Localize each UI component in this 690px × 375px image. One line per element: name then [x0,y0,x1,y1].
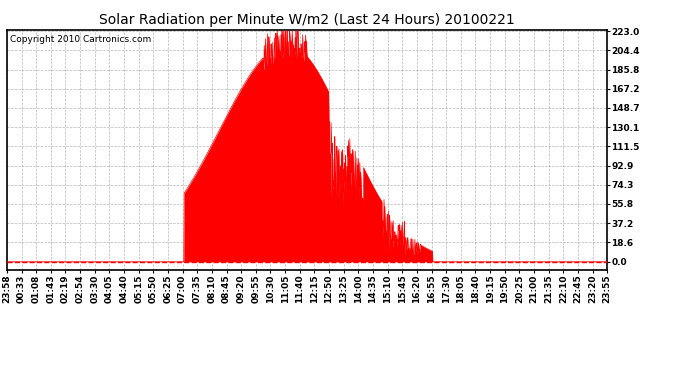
Title: Solar Radiation per Minute W/m2 (Last 24 Hours) 20100221: Solar Radiation per Minute W/m2 (Last 24… [99,13,515,27]
Text: Copyright 2010 Cartronics.com: Copyright 2010 Cartronics.com [10,35,151,44]
